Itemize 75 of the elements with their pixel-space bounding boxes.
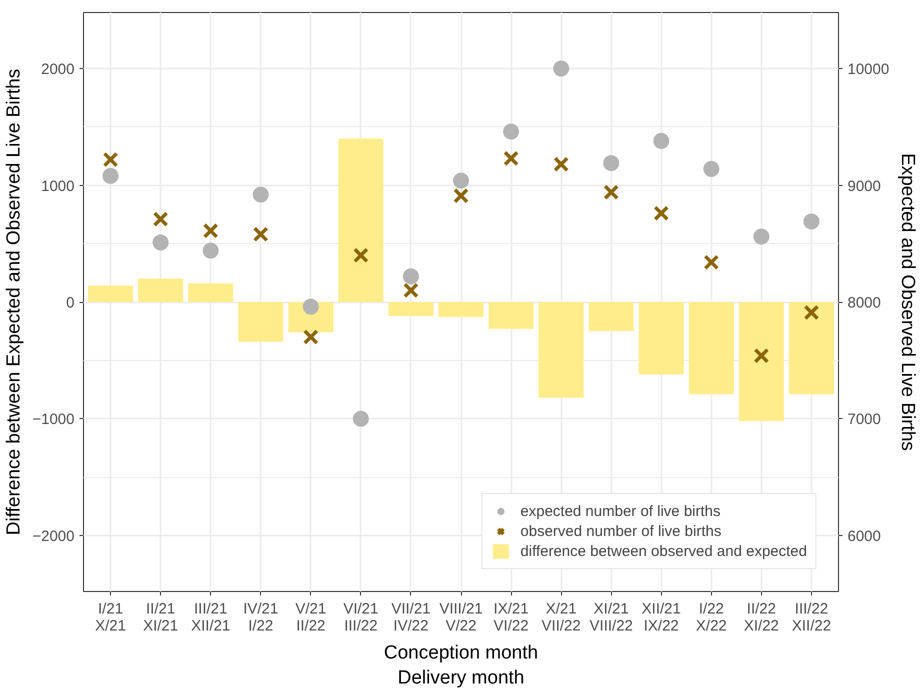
point xyxy=(703,160,720,177)
bar xyxy=(388,302,434,316)
point xyxy=(603,155,620,172)
point xyxy=(252,226,268,242)
x-tick-label: XI/21 VIII/22 xyxy=(590,600,633,634)
point xyxy=(704,254,720,270)
point xyxy=(503,124,520,140)
x-tick-label: III/21 XII/21 xyxy=(191,600,230,634)
bar xyxy=(138,278,184,302)
x-tick-label: II/22 XI/22 xyxy=(744,600,779,634)
x-tick-label: IX/21 VI/22 xyxy=(494,600,529,634)
bar xyxy=(688,302,734,394)
bar xyxy=(188,283,234,302)
point xyxy=(202,223,218,239)
x-tick-label: III/22 XII/22 xyxy=(792,600,832,634)
bar xyxy=(588,302,634,332)
x-tick-label: IV/21 I/22 xyxy=(243,600,278,634)
point xyxy=(553,156,569,172)
point xyxy=(403,282,419,298)
point xyxy=(653,132,670,149)
point xyxy=(654,206,670,222)
bar xyxy=(488,302,534,329)
bar xyxy=(638,302,684,374)
legend-label: expected number of live births xyxy=(520,502,720,520)
x-tick-label: VI/21 III/22 xyxy=(343,600,378,634)
point xyxy=(102,152,118,168)
y-tick-label: 0 xyxy=(66,294,74,312)
x-tick-label: V/21 II/22 xyxy=(295,600,326,634)
point xyxy=(102,168,119,184)
x-axis-title: Conception month Delivery month xyxy=(384,642,538,689)
point xyxy=(453,172,469,189)
bar xyxy=(788,302,834,394)
point xyxy=(804,304,820,320)
y-tick-label: −1000 xyxy=(32,411,75,428)
point xyxy=(152,234,169,250)
legend-label: observed number of live births xyxy=(520,522,722,540)
y2-tick-label: 7000 xyxy=(848,411,881,428)
x-tick-label: II/21 XI/21 xyxy=(143,600,178,634)
point xyxy=(303,329,319,345)
bar xyxy=(738,302,784,422)
bar xyxy=(338,138,384,302)
y2-tick-label: 9000 xyxy=(848,178,881,195)
bar xyxy=(538,302,584,398)
x-tick-label: X/21 VII/22 xyxy=(542,600,581,634)
bar xyxy=(88,286,134,302)
legend-label: difference between observed and expected xyxy=(520,542,807,560)
point xyxy=(302,298,319,315)
x-tick-label: XII/21 IX/22 xyxy=(642,600,681,634)
y-tick-label: 1000 xyxy=(41,178,75,195)
y-axis-title: Difference between Expected and Observed Live Births xyxy=(3,68,24,536)
point xyxy=(753,228,770,245)
point xyxy=(803,213,820,230)
y2-tick-label: 10000 xyxy=(848,61,890,78)
point xyxy=(754,348,770,364)
y-tick-label: 2000 xyxy=(41,61,75,78)
bar xyxy=(238,302,284,342)
bar xyxy=(438,302,484,318)
y-tick-label: −2000 xyxy=(32,528,75,545)
point xyxy=(353,248,369,264)
point xyxy=(202,242,219,259)
point xyxy=(402,268,419,284)
x-tick-label: VII/21 IV/22 xyxy=(391,600,431,634)
point xyxy=(453,188,469,204)
y2-tick-label: 6000 xyxy=(848,528,881,545)
point xyxy=(503,150,519,166)
x-tick-label: VIII/21 V/22 xyxy=(439,600,483,634)
x-tick-label: I/21 X/21 xyxy=(95,600,126,634)
y2-tick-label: 8000 xyxy=(848,294,881,312)
x-tick-label: I/22 X/22 xyxy=(696,600,727,634)
y2-axis-title: Expected and Observed Live Births xyxy=(897,153,918,451)
point xyxy=(553,60,570,77)
point xyxy=(152,211,168,227)
point xyxy=(252,186,269,203)
point xyxy=(603,184,619,200)
point xyxy=(352,410,369,427)
